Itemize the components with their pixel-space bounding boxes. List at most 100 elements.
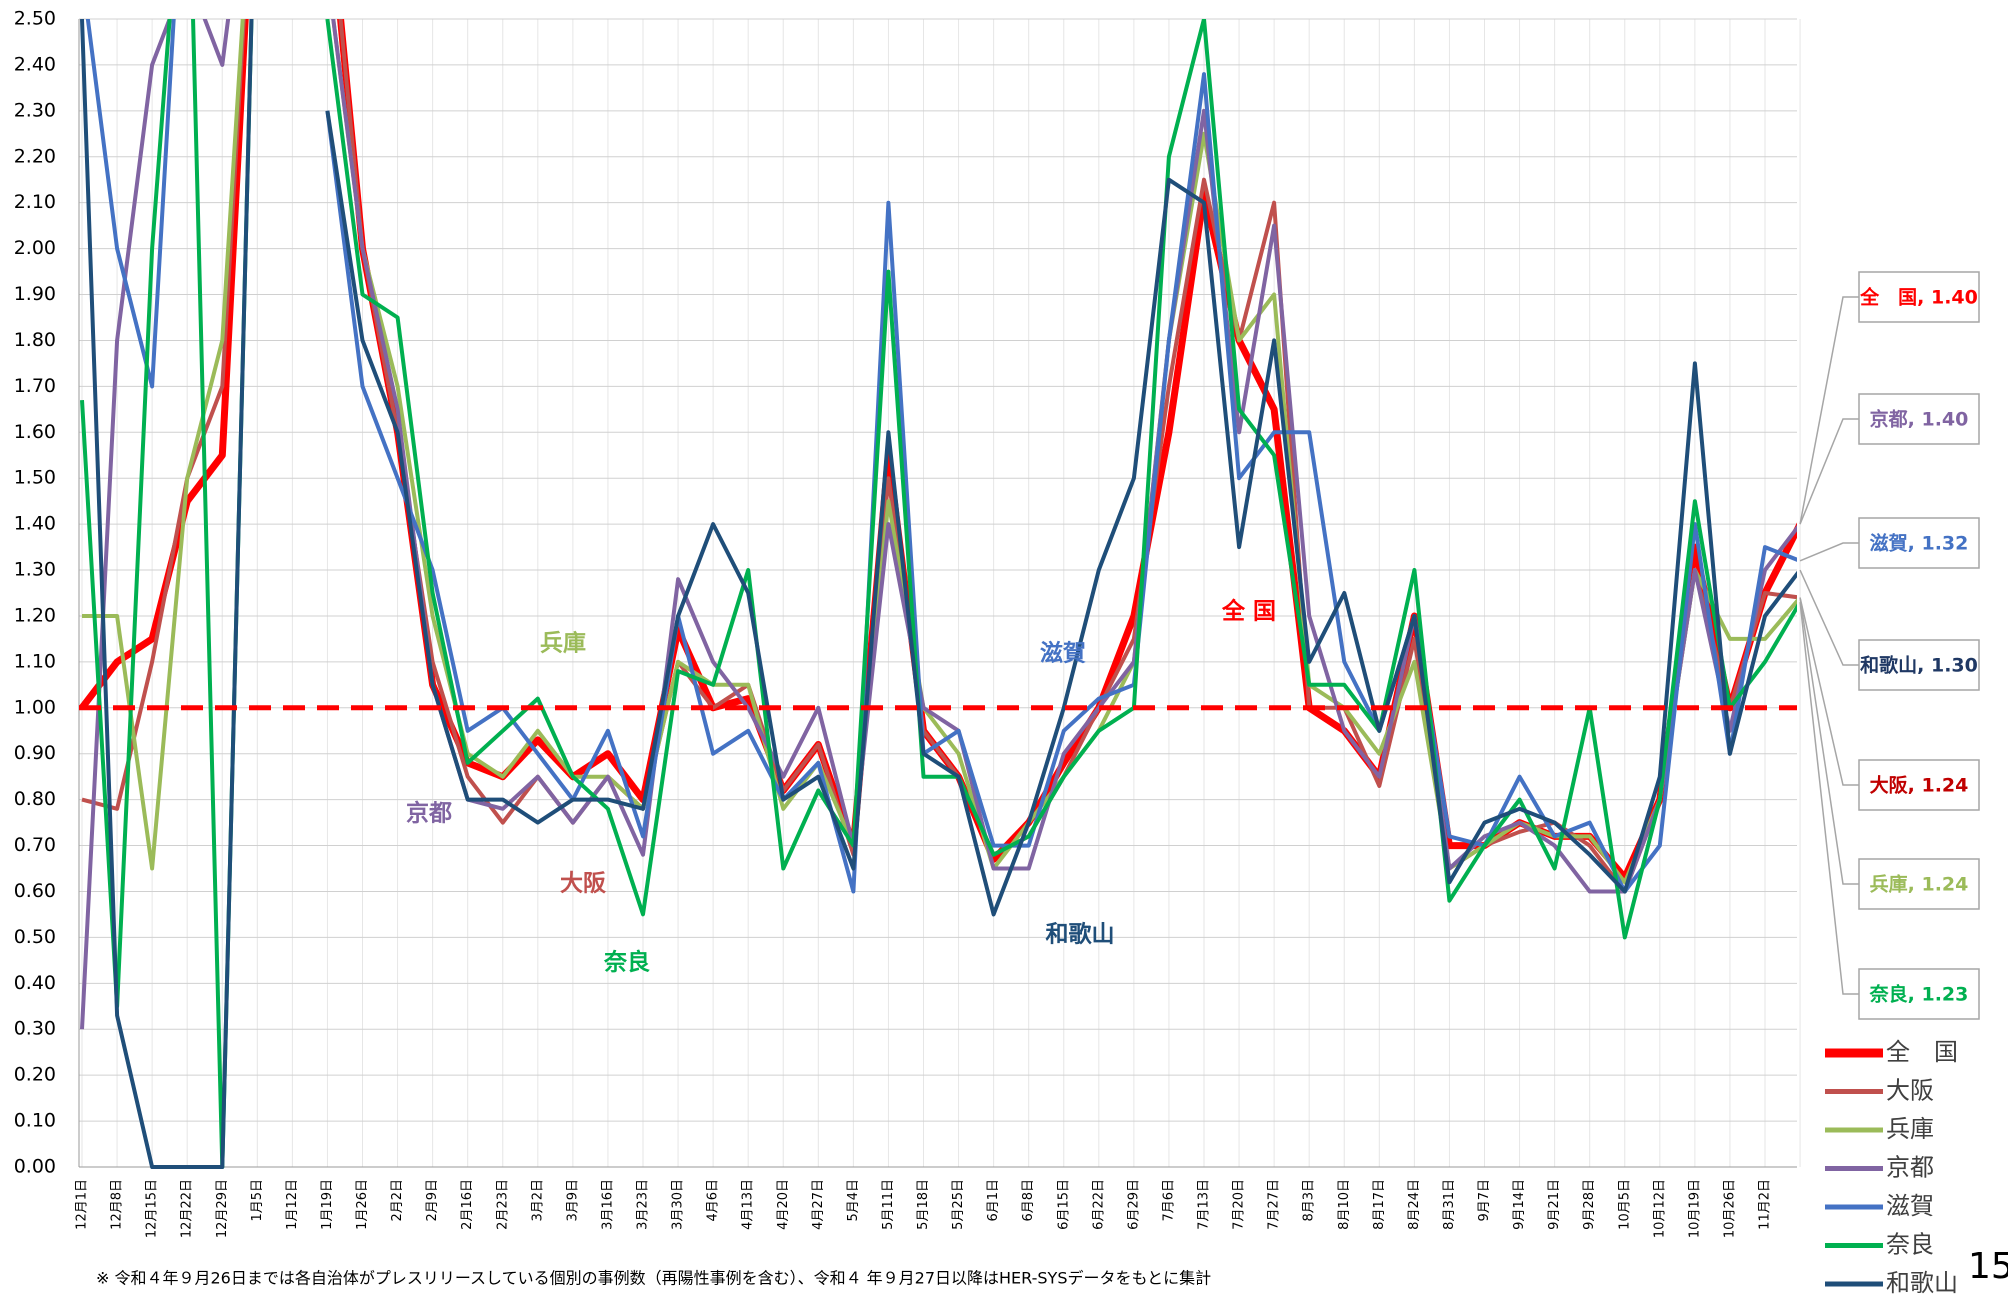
- x-tick-label: 6月1日: [986, 1179, 1001, 1222]
- callout-label: 和歌山, 1.30: [1860, 654, 1978, 677]
- annotation: 滋賀: [1040, 640, 1086, 667]
- series-line: [80, 19, 1797, 1169]
- plot-area: [79, 19, 1797, 1169]
- y-tick-label: 1.30: [14, 559, 56, 581]
- x-tick-label: 1月5日: [250, 1179, 265, 1222]
- legend-label: 滋賀: [1886, 1192, 1934, 1220]
- callout-box: [1858, 639, 1980, 691]
- x-tick-label: 1月26日: [355, 1179, 370, 1230]
- annotation: 全 国: [1221, 598, 1276, 625]
- callout-box: [1858, 393, 1980, 445]
- x-tick-label: 11月2日: [1758, 1179, 1773, 1230]
- annotation: 京都: [406, 800, 452, 827]
- x-tick-label: 2月23日: [495, 1179, 510, 1230]
- x-tick-label: 6月22日: [1091, 1179, 1106, 1230]
- x-tick-label: 4月20日: [776, 1179, 791, 1230]
- x-tick-label: 5月4日: [846, 1179, 861, 1222]
- y-tick-label: 1.50: [14, 467, 56, 489]
- legend-label: 全 国: [1886, 1038, 1958, 1066]
- x-tick-label: 6月29日: [1126, 1179, 1141, 1230]
- y-tick-label: 0.20: [14, 1064, 56, 1086]
- x-tick-label: 3月23日: [636, 1179, 651, 1230]
- legend-label: 大阪: [1886, 1077, 1934, 1105]
- y-tick-label: 2.20: [14, 145, 56, 167]
- x-tick-label: 9月7日: [1477, 1179, 1492, 1222]
- x-tick-label: 7月13日: [1197, 1179, 1212, 1230]
- y-tick-label: 0.80: [14, 788, 56, 810]
- callout-label: 全 国, 1.40: [1859, 286, 1978, 309]
- x-tick-label: 12月1日: [75, 1179, 90, 1230]
- x-tick-label: 1月12日: [285, 1179, 300, 1230]
- y-tick-label: 0.70: [14, 834, 56, 856]
- x-tick-label: 1月19日: [320, 1179, 335, 1230]
- callout-box: [1858, 858, 1980, 910]
- x-tick-label: 8月17日: [1372, 1179, 1387, 1230]
- x-tick-label: 5月11日: [881, 1179, 896, 1230]
- series-line: [80, 19, 1797, 1030]
- x-tick-label: 6月8日: [1021, 1179, 1036, 1222]
- callout-leader: [1799, 602, 1859, 995]
- annotation: 兵庫: [540, 630, 586, 657]
- callout-leader: [1799, 542, 1859, 562]
- y-tick-label: 0.50: [14, 926, 56, 948]
- legend-label: 京都: [1886, 1154, 1934, 1182]
- callout-box: [1858, 517, 1980, 569]
- y-tick-label: 1.00: [14, 696, 56, 718]
- x-tick-label: 10月12日: [1652, 1179, 1667, 1238]
- x-tick-label: 4月13日: [741, 1179, 756, 1230]
- x-tick-label: 8月10日: [1337, 1179, 1352, 1230]
- annotation: 大阪: [560, 871, 606, 897]
- y-tick-label: 1.80: [14, 329, 56, 351]
- x-tick-label: 7月27日: [1267, 1179, 1282, 1230]
- y-tick-label: 1.40: [14, 513, 56, 535]
- x-tick-label: 6月15日: [1056, 1179, 1071, 1230]
- footnote: ※ 令和４年９月26日までは各自治体がプレスリリースしている個別の事例数（再陽性…: [96, 1269, 1211, 1288]
- x-tick-label: 10月19日: [1687, 1179, 1702, 1238]
- x-tick-label: 2月2日: [390, 1179, 405, 1222]
- series-line: [80, 19, 1797, 1169]
- x-tick-label: 10月26日: [1722, 1179, 1737, 1238]
- x-tick-label: 3月30日: [671, 1179, 686, 1230]
- y-tick-label: 2.10: [14, 191, 56, 213]
- callout-box: [1858, 759, 1980, 811]
- y-tick-label: 0.60: [14, 880, 56, 902]
- callout-leader: [1799, 597, 1859, 786]
- y-tick-label: 0.30: [14, 1018, 56, 1040]
- y-tick-label: 0.10: [14, 1110, 56, 1132]
- callout-leader: [1799, 597, 1859, 885]
- x-tick-label: 9月14日: [1512, 1179, 1527, 1230]
- x-tick-label: 5月18日: [916, 1179, 931, 1230]
- series-line: [79, 19, 1797, 882]
- callout-label: 奈良, 1.23: [1869, 983, 1969, 1006]
- callout-box: [1858, 968, 1980, 1020]
- annotation: 奈良: [603, 949, 650, 976]
- x-tick-label: 8月31日: [1442, 1179, 1457, 1230]
- y-tick-label: 0.00: [14, 1156, 56, 1178]
- page-number: 15: [1968, 1246, 2008, 1287]
- y-tick-label: 1.10: [14, 650, 56, 672]
- x-tick-label: 4月6日: [706, 1179, 721, 1222]
- y-tick-label: 2.50: [14, 8, 56, 30]
- y-tick-label: 2.40: [14, 53, 56, 75]
- x-tick-label: 7月20日: [1232, 1179, 1247, 1230]
- y-tick-label: 1.90: [14, 283, 56, 305]
- callout-label: 大阪, 1.24: [1870, 774, 1969, 797]
- x-tick-label: 3月2日: [530, 1179, 545, 1222]
- x-tick-label: 12月29日: [215, 1179, 230, 1238]
- y-tick-label: 1.60: [14, 421, 56, 443]
- callout-leader: [1799, 418, 1859, 525]
- x-tick-label: 3月16日: [600, 1179, 615, 1230]
- legend-label: 兵庫: [1886, 1115, 1934, 1143]
- legend-label: 和歌山: [1886, 1269, 1958, 1297]
- x-tick-label: 8月3日: [1302, 1179, 1317, 1222]
- callout-leader: [1799, 569, 1859, 666]
- callout-label: 滋賀, 1.32: [1870, 532, 1969, 555]
- annotation: 和歌山: [1046, 921, 1115, 948]
- y-tick-label: 1.70: [14, 375, 56, 397]
- y-tick-label: 0.40: [14, 972, 56, 994]
- x-tick-label: 10月5日: [1617, 1179, 1632, 1230]
- x-tick-label: 12月15日: [145, 1179, 160, 1238]
- x-tick-label: 12月8日: [110, 1179, 125, 1230]
